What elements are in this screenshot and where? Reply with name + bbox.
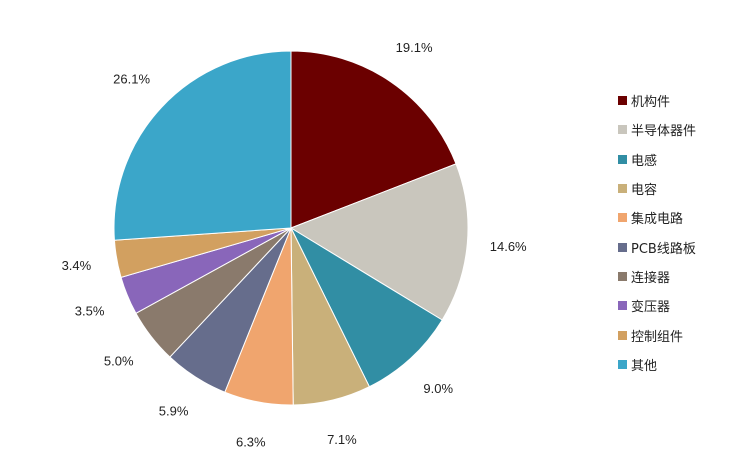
legend-label-6: 连接器 [631,270,671,286]
legend-item-6: 连接器 [618,262,696,291]
legend-item-4: 集成电路 [618,203,696,232]
legend-swatch-8 [618,330,627,340]
pie-label-3: 7.1% [327,432,357,447]
pie-slice-0 [290,50,457,229]
legend-label-9: 其他 [631,358,658,374]
legend-item-1: 半导体器件 [618,115,696,144]
legend-item-3: 电容 [618,174,696,203]
legend-swatch-1 [618,125,627,135]
pie-label-1: 14.6% [490,239,527,254]
legend-item-9: 其他 [618,350,696,379]
legend-label-8: 控制组件 [631,329,684,345]
pie-slice-9 [113,50,292,241]
legend-swatch-5 [618,242,627,252]
pie-slice-2 [289,226,443,388]
pie-label-9: 26.1% [113,71,150,86]
legend-label-7: 变压器 [631,300,671,316]
legend-item-7: 变压器 [618,291,696,320]
pie-slices [113,50,469,406]
legend-label-2: 电感 [631,153,658,169]
pie-label-0: 19.1% [396,40,433,55]
pie-label-6: 5.0% [104,354,134,369]
legend-swatch-6 [618,271,627,281]
legend-swatch-0 [618,96,627,106]
legend-item-2: 电感 [618,145,696,174]
pie-slice-1 [289,163,469,321]
legend-swatch-3 [618,184,627,194]
legend-swatch-9 [618,359,627,369]
pie-label-4: 6.3% [236,434,266,449]
legend-swatch-7 [618,301,627,311]
legend-label-4: 集成电路 [631,212,684,228]
pie-label-2: 9.0% [423,381,453,396]
legend-swatch-4 [618,213,627,223]
legend: 机构件半导体器件电感电容集成电路 PCB线路板 连接器变压器控制组件其他 [618,86,696,379]
legend-label-1: 半导体器件 [631,124,697,140]
legend-swatch-2 [618,154,627,164]
pie-label-8: 3.4% [62,258,92,273]
legend-item-0: 机构件 [618,86,696,115]
pie-label-5: 5.9% [159,404,189,419]
pie-label-7: 3.5% [75,303,105,318]
legend-item-8: 控制组件 [618,320,696,349]
legend-label-3: 电容 [631,183,658,199]
pie-labels: 19.1% 14.6% 9.0% 7.1% 6.3% 5.9% 5.0% 3.5% 3.4% 26… [62,40,527,449]
legend-label-0: 机构件 [631,95,671,111]
legend-label-5: PCB线路板 [631,241,696,257]
legend-item-5: PCB线路板 [618,232,696,261]
